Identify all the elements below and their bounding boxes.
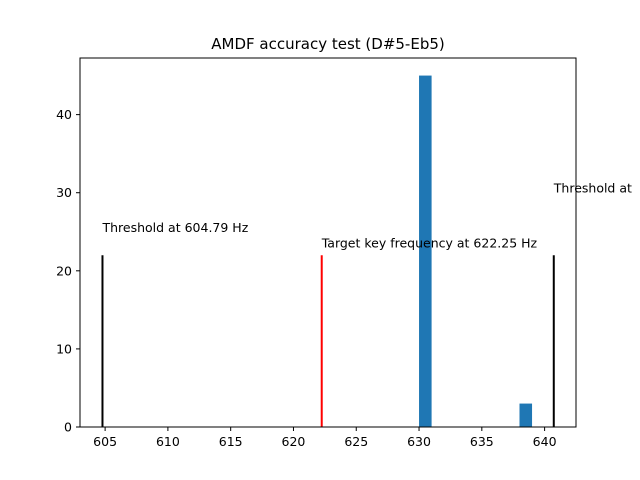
y-tick-label: 20 <box>56 263 72 278</box>
x-tick-label: 625 <box>344 434 368 449</box>
plot-area-border <box>79 57 577 428</box>
annotation-label-3: Threshold at <box>553 181 632 196</box>
y-axis: 0 10 20 30 40 <box>56 107 80 435</box>
x-tick-label: 635 <box>470 434 494 449</box>
y-tick-label: 10 <box>56 341 72 356</box>
y-tick-label: 0 <box>64 420 72 435</box>
y-tick-label: 30 <box>56 185 72 200</box>
x-tick-label: 630 <box>407 434 431 449</box>
histogram-bar-1 <box>419 75 432 428</box>
vlines-layer <box>101 255 555 427</box>
histogram-bar-2 <box>519 403 533 427</box>
x-tick-label: 610 <box>156 434 180 449</box>
x-tick-label: 615 <box>219 434 243 449</box>
x-tick-label: 605 <box>93 434 117 449</box>
x-tick-label: 640 <box>533 434 557 449</box>
axes-frame <box>79 57 577 428</box>
x-tick-label: 620 <box>282 434 306 449</box>
annotation-label-1: Threshold at 604.79 Hz <box>101 220 248 235</box>
bars-layer <box>419 75 533 428</box>
y-tick-label: 40 <box>56 107 72 122</box>
x-axis: 605 610 615 620 625 630 635 640 <box>93 427 557 449</box>
chart-title: AMDF accuracy test (D#5-Eb5) <box>211 35 445 53</box>
annotation-label-2: Target key frequency at 622.25 Hz <box>321 235 538 250</box>
annotations-layer: Threshold at 604.79 Hz Target key frequen… <box>101 181 632 251</box>
